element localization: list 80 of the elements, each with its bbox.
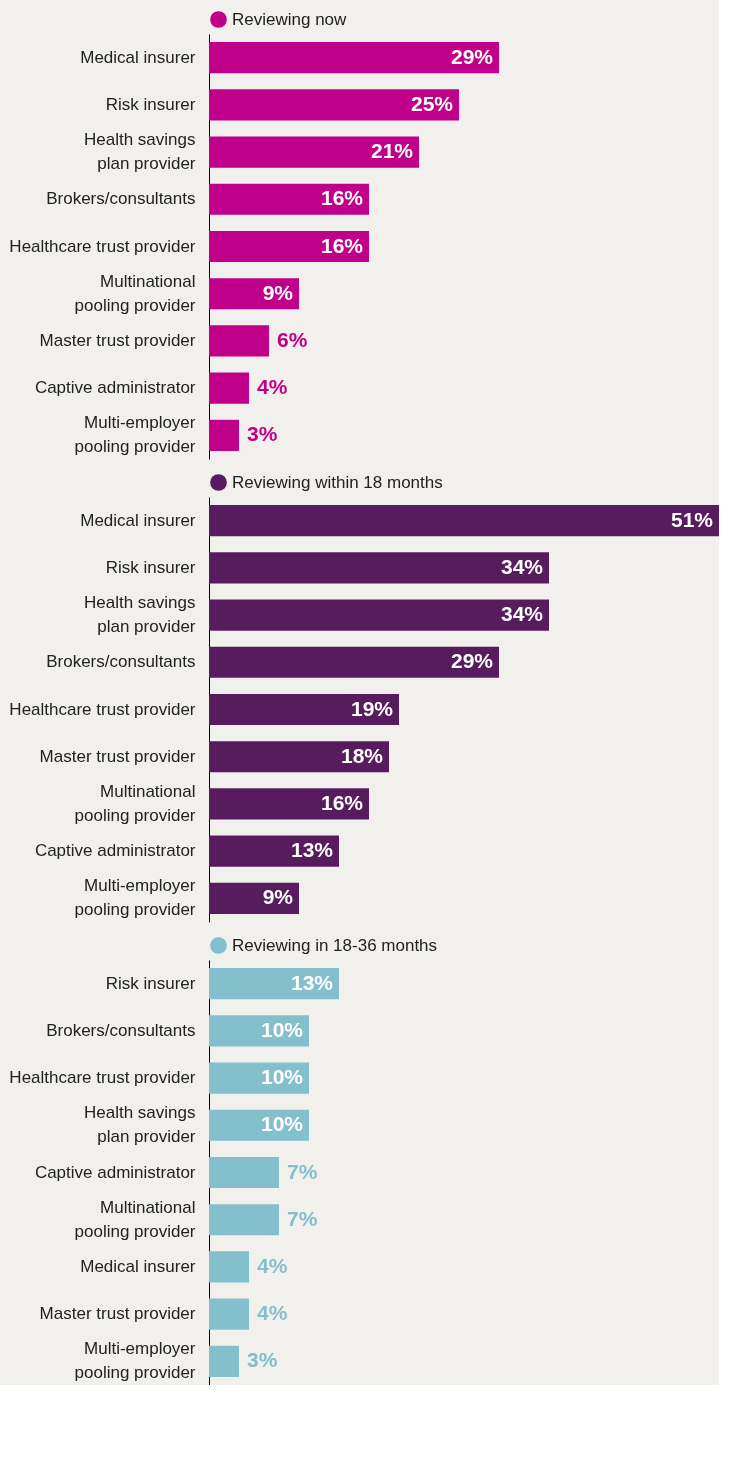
data-label: 7% xyxy=(287,1206,318,1230)
y-tick-label: Master trust provider xyxy=(39,746,196,766)
y-tick-label: Brokers/consultants xyxy=(46,652,196,672)
y-tick-label: Health savings plan provider xyxy=(83,593,196,637)
y-tick-label: Multi-employer pooling provider xyxy=(74,413,196,457)
y-tick-label: Multinational pooling provider xyxy=(74,781,196,825)
y-tick-label: Health savings plan provider xyxy=(83,130,196,174)
bar xyxy=(209,968,339,1000)
bar xyxy=(209,1204,279,1236)
y-tick-label: Multi-employer pooling provider xyxy=(74,876,196,920)
y-tick-label: Captive administrator xyxy=(34,1162,196,1182)
bar xyxy=(209,1156,279,1189)
y-tick-label: Healthcare trust provider xyxy=(9,699,196,719)
data-label: 3% xyxy=(247,1348,278,1372)
y-tick-label: Risk insurer xyxy=(105,94,196,114)
bar xyxy=(209,552,549,584)
y-tick-label: Multi-employer pooling provider xyxy=(74,1339,196,1383)
data-label: 18% xyxy=(340,743,384,767)
bar xyxy=(209,1298,249,1330)
y-tick-label: Risk insurer xyxy=(105,557,196,577)
data-label: 7% xyxy=(287,1159,318,1183)
y-tick-label: Captive administrator xyxy=(34,841,196,861)
bar xyxy=(209,325,269,357)
y-tick-label: Master trust provider xyxy=(39,330,196,350)
bar xyxy=(209,835,339,867)
y-tick-label: Risk insurer xyxy=(105,973,196,993)
data-label: 51% xyxy=(670,507,714,531)
bar xyxy=(209,693,399,726)
y-tick-label: Multinational pooling provider xyxy=(74,1197,196,1241)
y-tick-label: Medical insurer xyxy=(80,510,196,530)
data-label: 16% xyxy=(320,790,364,814)
data-label: 9% xyxy=(262,885,294,909)
y-tick-label: Health savings plan provider xyxy=(83,1103,196,1147)
data-label: 4% xyxy=(257,375,288,399)
bar xyxy=(209,1345,239,1377)
bar xyxy=(209,136,419,168)
bar xyxy=(209,42,499,74)
y-tick-label: Multinational pooling provider xyxy=(74,271,196,315)
data-label: 6% xyxy=(277,327,308,351)
data-label: 29% xyxy=(450,649,494,673)
bar xyxy=(209,372,249,404)
bar xyxy=(209,505,719,537)
bar xyxy=(209,646,499,678)
data-label: 10% xyxy=(260,1112,304,1136)
bar xyxy=(209,1062,309,1094)
bar xyxy=(209,89,459,121)
data-label: 34% xyxy=(500,554,544,578)
y-tick-label: Medical insurer xyxy=(80,1256,196,1276)
bar xyxy=(209,741,389,773)
y-tick-label: Captive administrator xyxy=(34,378,196,398)
y-tick-label: Healthcare trust provider xyxy=(9,1068,196,1088)
data-label: 3% xyxy=(247,422,278,446)
data-label: 13% xyxy=(290,838,334,862)
data-label: 25% xyxy=(410,91,454,115)
data-label: 10% xyxy=(260,1017,304,1041)
data-label: 13% xyxy=(290,970,334,994)
data-label: 9% xyxy=(262,280,294,304)
data-label: 16% xyxy=(320,233,364,257)
data-label: 10% xyxy=(260,1065,304,1089)
y-tick-label: Brokers/consultants xyxy=(46,189,196,209)
bar xyxy=(209,1251,249,1283)
legend-label: Reviewing now xyxy=(232,9,348,29)
y-tick-label: Healthcare trust provider xyxy=(9,236,196,256)
y-tick-label: Medical insurer xyxy=(80,47,196,67)
data-label: 19% xyxy=(350,696,394,720)
legend-label: Reviewing in 18-36 months xyxy=(232,935,438,955)
bar xyxy=(209,230,369,263)
data-label: 4% xyxy=(257,1253,288,1277)
bar xyxy=(209,599,549,631)
data-label: 29% xyxy=(450,44,494,68)
data-label: 34% xyxy=(500,602,544,626)
legend-label: Reviewing within 18 months xyxy=(232,472,443,492)
y-tick-label: Brokers/consultants xyxy=(46,1020,196,1040)
data-label: 16% xyxy=(320,186,364,210)
bar xyxy=(209,419,239,451)
bar xyxy=(209,788,369,820)
y-tick-label: Master trust provider xyxy=(39,1304,196,1324)
data-label: 4% xyxy=(257,1301,288,1325)
bar xyxy=(209,183,369,215)
data-label: 21% xyxy=(370,139,414,163)
